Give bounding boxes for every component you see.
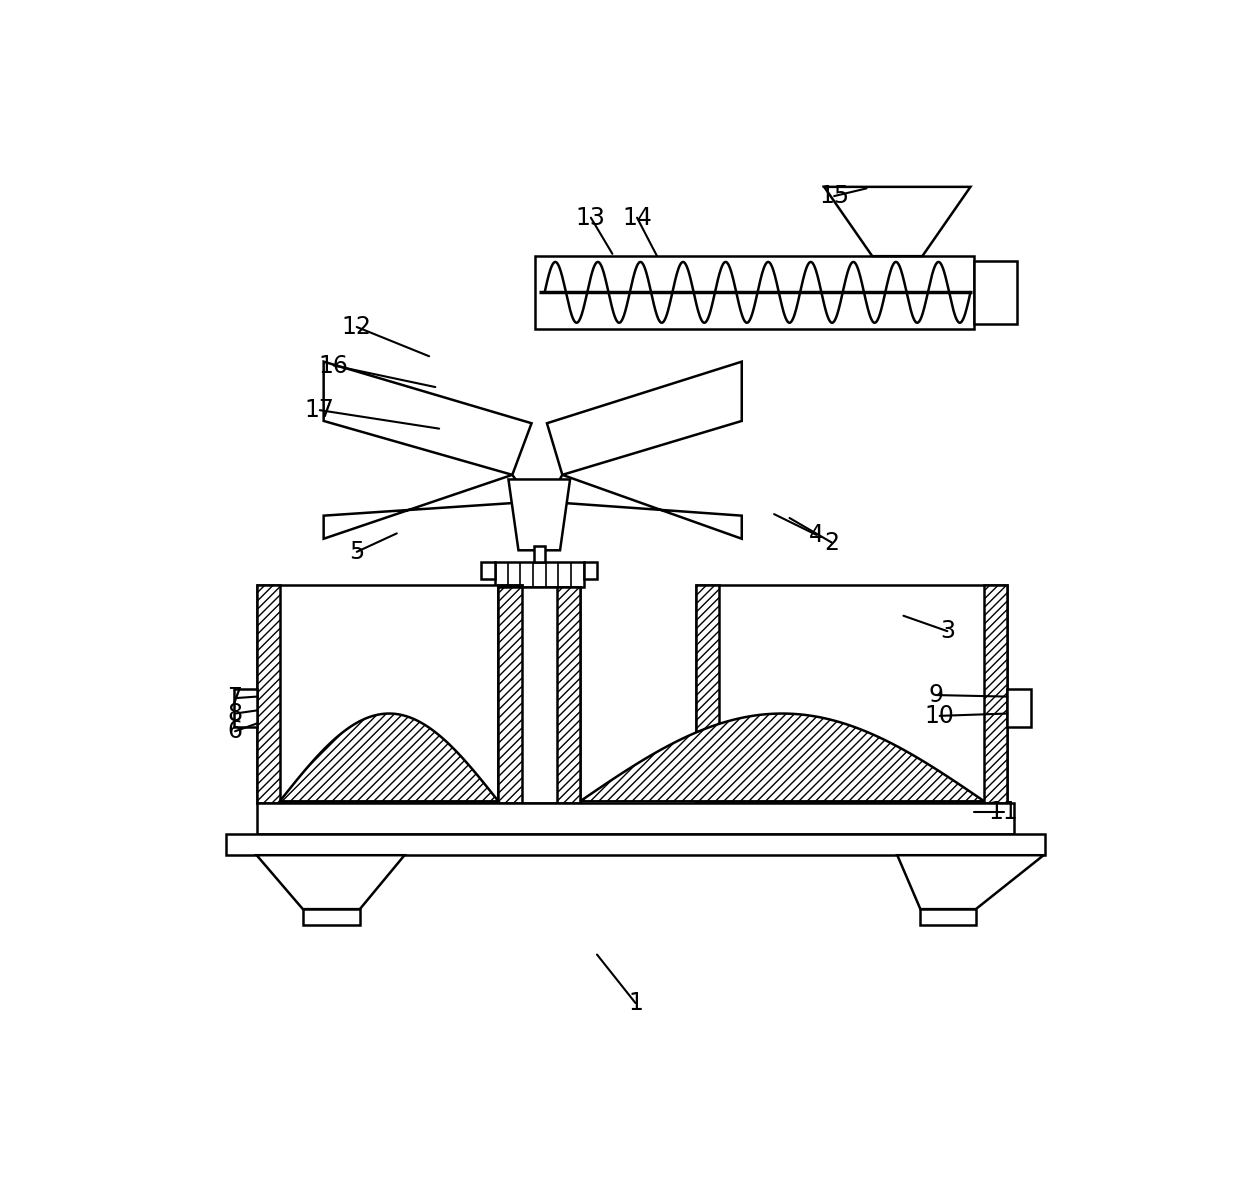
Bar [257,585,280,803]
Polygon shape [547,361,742,475]
Text: 11: 11 [988,800,1018,824]
Bar [696,585,719,803]
Polygon shape [825,187,971,256]
Polygon shape [280,713,498,801]
Polygon shape [257,856,404,909]
Text: 12: 12 [342,315,372,339]
Text: 17: 17 [305,398,335,422]
Bar [498,588,522,803]
Bar [233,688,257,728]
Polygon shape [508,480,570,550]
Text: 6: 6 [228,719,243,743]
Bar [303,909,360,924]
Text: 9: 9 [929,683,944,707]
Bar [1007,688,1030,728]
Bar [920,909,976,924]
Polygon shape [898,856,1044,909]
Bar [696,585,1007,803]
Polygon shape [580,713,985,801]
Text: 16: 16 [319,353,348,378]
Bar [257,803,1014,834]
Polygon shape [324,475,532,539]
Text: 2: 2 [825,531,839,555]
Polygon shape [547,475,742,539]
Bar [975,261,1017,324]
Bar [584,562,598,578]
Bar [534,546,544,562]
Bar [557,588,580,803]
Bar [495,562,584,588]
Polygon shape [324,361,532,475]
Text: 10: 10 [925,704,955,728]
Bar [481,562,495,578]
Bar [536,256,975,328]
Text: 5: 5 [350,540,365,564]
Bar [985,585,1007,803]
Text: 8: 8 [227,702,243,725]
Bar [498,588,580,803]
Text: 4: 4 [808,523,823,547]
Text: 3: 3 [940,619,955,643]
Bar [257,585,522,803]
Text: 1: 1 [629,991,642,1016]
Text: 15: 15 [820,184,849,209]
Text: 14: 14 [622,206,652,230]
Text: 13: 13 [575,206,606,230]
Text: 7: 7 [228,686,243,710]
Bar [498,585,522,803]
Bar [226,834,1045,856]
